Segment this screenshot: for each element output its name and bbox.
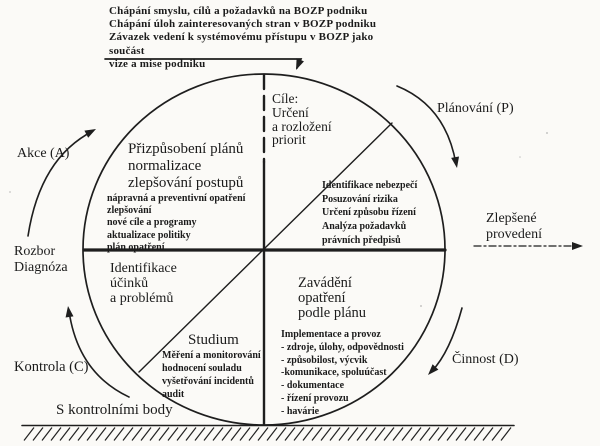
planovani-arrow	[396, 85, 457, 165]
cinnost-arrowhead	[428, 364, 439, 375]
quadrant-do-details: Implementace a provoz - zdroje, úlohy, o…	[281, 329, 404, 417]
label-rozbor-diagnoza: Rozbor Diagnóza	[14, 244, 68, 275]
kontrola-arrow	[68, 310, 130, 398]
label-zlepsene-provedeni: Zlepšené provedení	[486, 211, 542, 242]
top-note-arrowhead	[296, 58, 304, 70]
top-note: Chápání smyslu, cílů a požadavků na BOZP…	[109, 5, 377, 70]
label-planovani: Plánování (P)	[437, 101, 514, 116]
quadrant-plan-details: Identifikace nebezpečí Posuzování rizika…	[322, 180, 418, 246]
quadrant-plan-heading: Cíle: Určení a rozložení priorit	[272, 91, 332, 148]
ground-hatching	[23, 427, 512, 441]
kontrola-arrowhead	[65, 306, 74, 318]
quadrant-act-details: nápravná a preventivní opatření zlepšová…	[107, 193, 246, 253]
quadrant-act-heading: Přizpůsobení plánů normalizace zlepšován…	[128, 141, 244, 191]
zlepsene-arrowhead	[572, 242, 583, 250]
studium-heading: Studium	[188, 332, 239, 348]
akce-arrowhead	[84, 129, 96, 138]
akce-arrow	[27, 130, 94, 237]
quadrant-do-heading: Zavádění opatření podle plánu	[298, 275, 367, 322]
studium-details: Měření a monitorování hodnocení souladu …	[162, 350, 261, 400]
label-s-kontrolnimi-body: S kontrolními body	[56, 402, 173, 418]
diagonal-axis	[138, 122, 393, 373]
label-kontrola: Kontrola (C)	[14, 359, 89, 375]
planovani-arrowhead	[451, 156, 460, 168]
label-akce: Akce (A)	[17, 146, 70, 161]
quadrant-check-heading: Identifikace účinků a problémů	[110, 261, 177, 307]
scan-specks	[9, 132, 548, 307]
arrowheads	[65, 58, 583, 375]
label-cinnost: Činnost (D)	[452, 352, 519, 367]
